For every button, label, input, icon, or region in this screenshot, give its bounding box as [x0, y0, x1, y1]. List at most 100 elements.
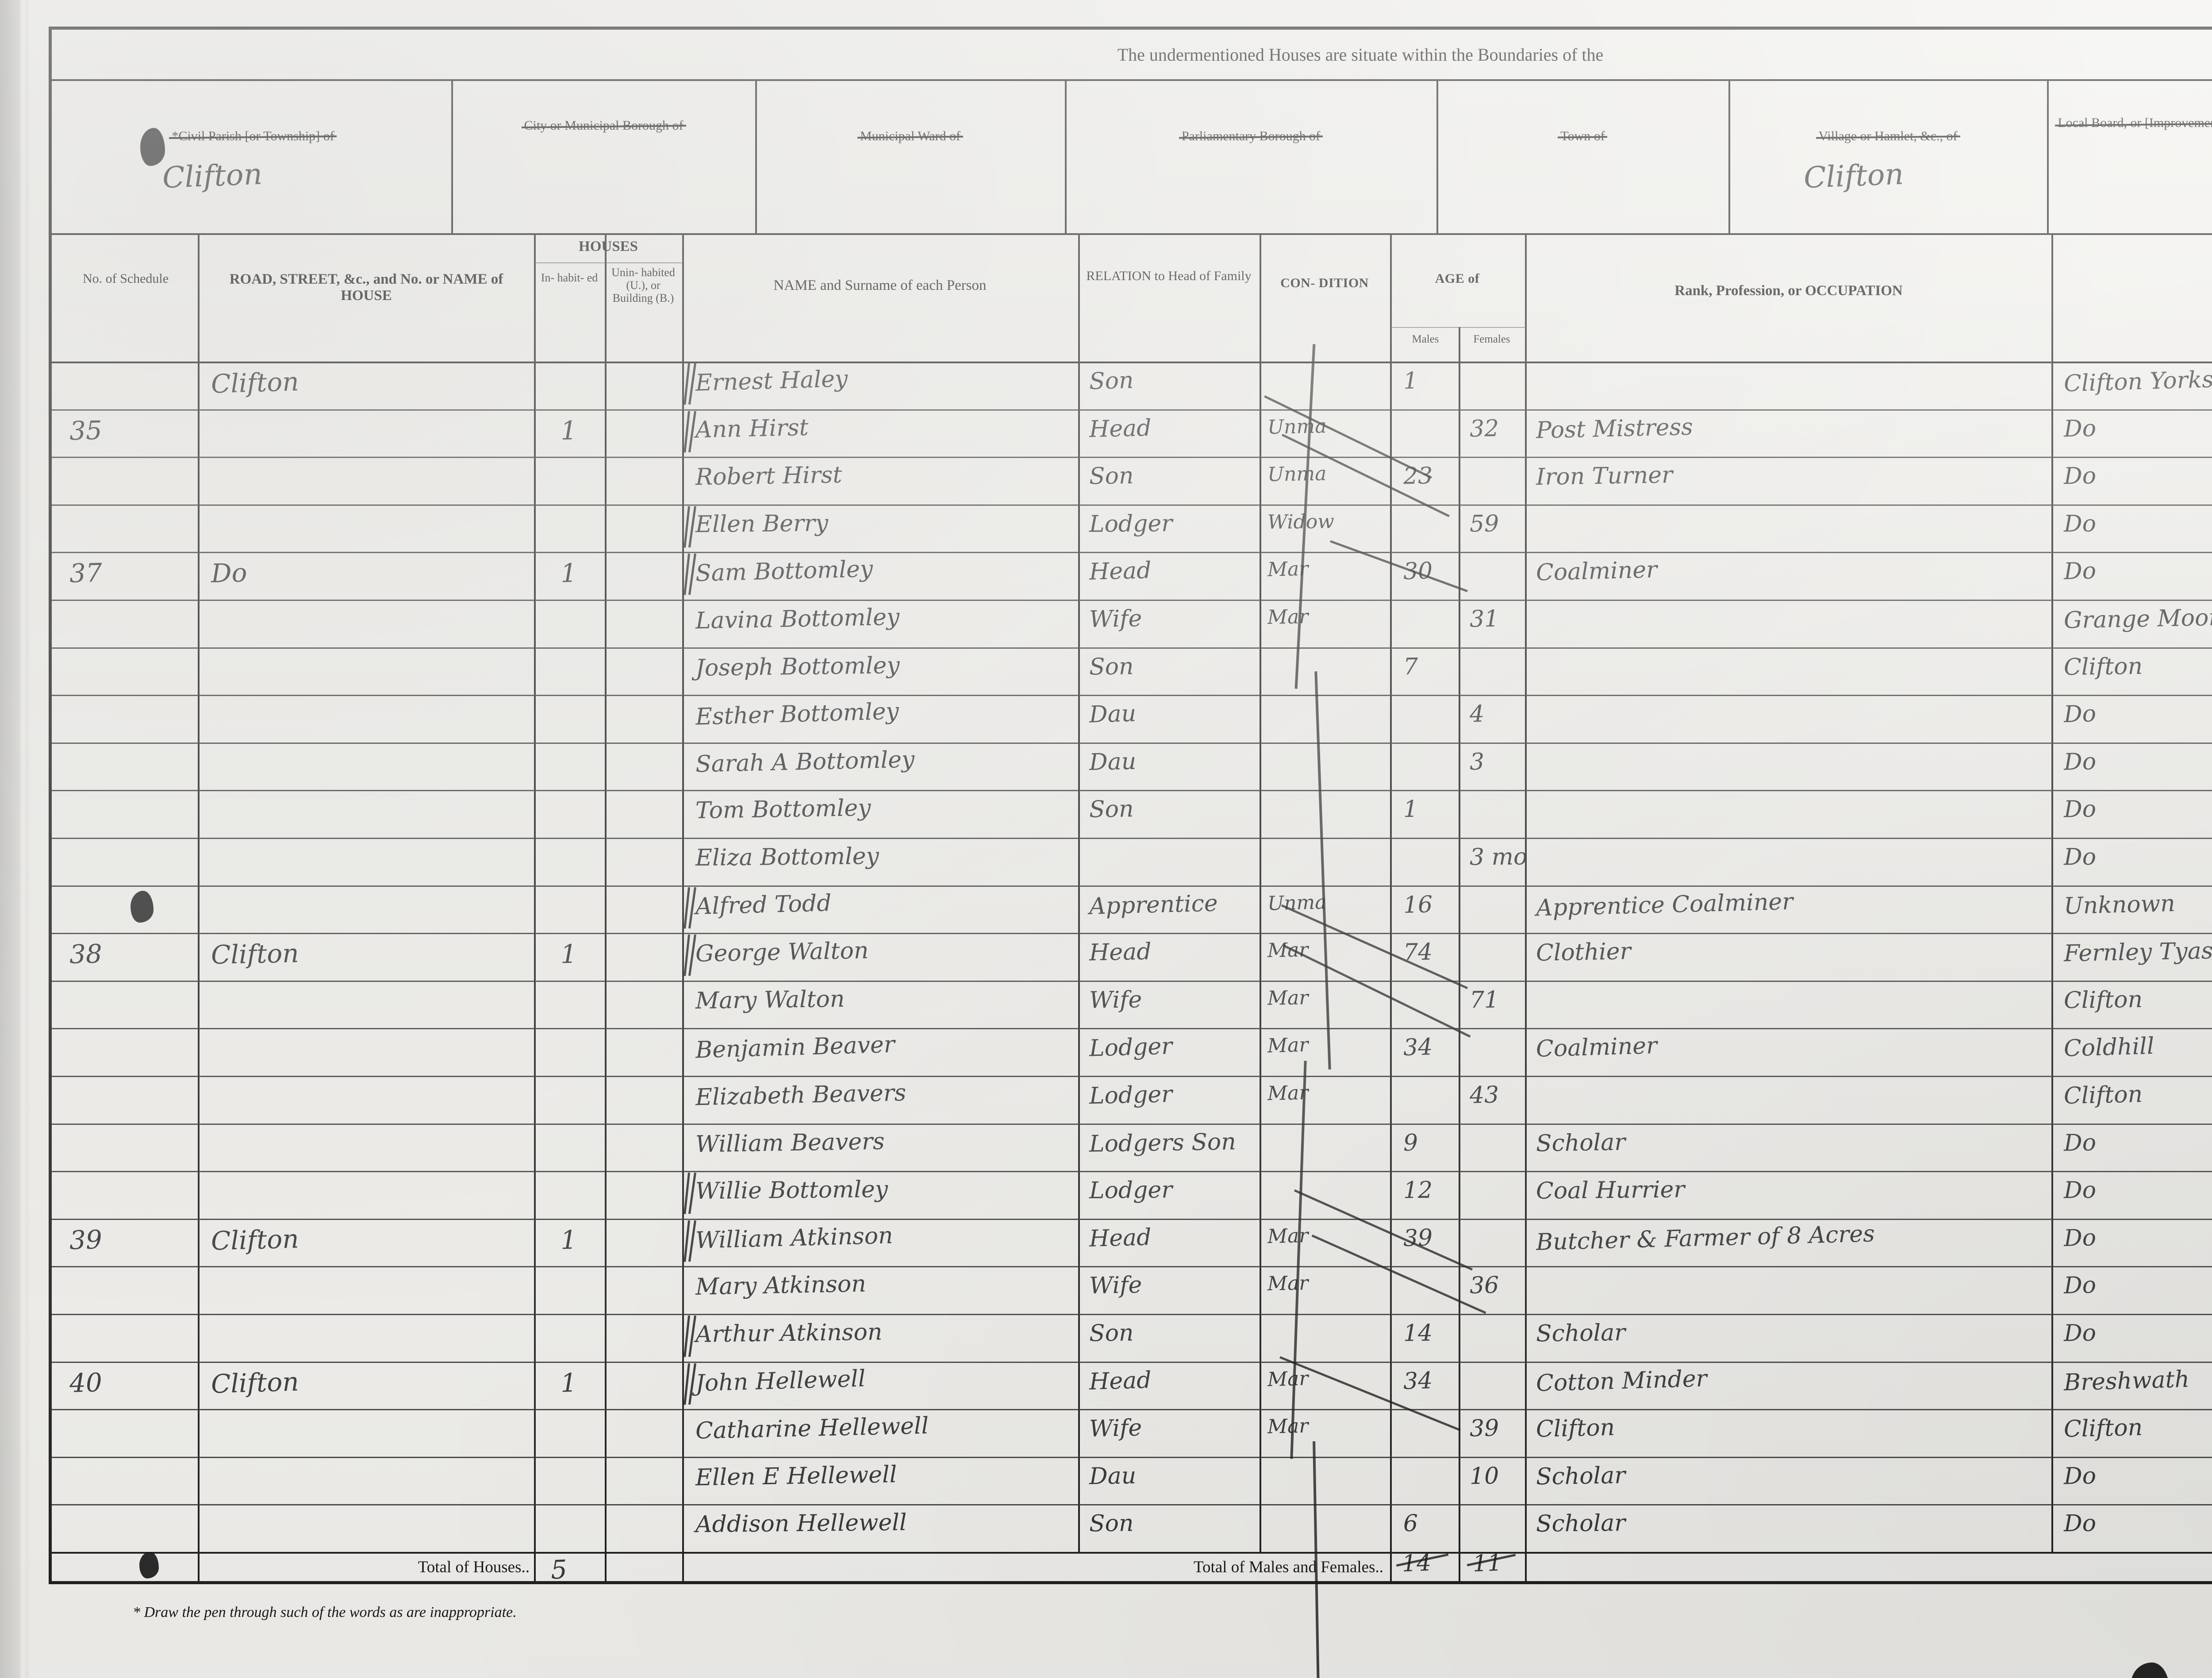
cell-female: 4: [1469, 700, 1485, 728]
cell-relation: Lodgers Son: [1089, 1128, 1237, 1158]
ink-blot-totals: [139, 1552, 159, 1578]
row-separator: [52, 1076, 2212, 1077]
boundary-label-village-hamlet: Village or Hamlet, &c., of: [1818, 129, 1958, 143]
header-occupation: Rank, Profession, or OCCUPATION: [1674, 283, 1903, 299]
row-separator: [52, 600, 2212, 601]
cell-male: 34: [1403, 1034, 1433, 1061]
cell-relation: Apprentice: [1089, 890, 1218, 920]
totals-persons-label: Total of Males and Females..: [1194, 1558, 1383, 1576]
cell-occupation: Coal Hurrier: [1536, 1176, 1685, 1205]
row-separator: [52, 981, 2212, 982]
cell-relation: Dau: [1089, 748, 1137, 776]
cell-occupation: Cotton Minder: [1536, 1365, 1708, 1397]
cell-born_place: Do: [2063, 1177, 2097, 1204]
cell-born_place: Do: [2063, 1224, 2097, 1252]
row-separator: [52, 1171, 2212, 1172]
cell-relation: Lodger: [1089, 1033, 1173, 1062]
boundary-label-municipal-borough: City or Municipal Borough of: [524, 118, 684, 133]
cell-name: William Atkinson: [695, 1222, 894, 1254]
row-separator: [52, 1457, 2212, 1458]
cell-relation: Head: [1089, 1224, 1152, 1252]
cell-road: Clifton: [211, 1366, 300, 1399]
header-name: NAME and Surname of each Person: [773, 277, 987, 293]
cell-born_place: Coldhill: [2063, 1033, 2155, 1062]
cell-female: 43: [1469, 1081, 1499, 1109]
cell-schedule: 40: [69, 1367, 103, 1399]
cell-name: Alfred Todd: [695, 890, 832, 920]
cell-name: Esther Bottomley: [695, 698, 899, 731]
cell-born_place: Do: [2063, 415, 2097, 443]
cell-name: Ellen E Hellewell: [695, 1461, 897, 1491]
cell-name: Arthur Atkinson: [695, 1319, 883, 1348]
cell-male: 12: [1403, 1177, 1433, 1204]
cell-name: Willie Bottomley: [695, 1176, 888, 1205]
cell-occupation: Clothier: [1536, 938, 1631, 967]
cell-female: 31: [1469, 605, 1499, 633]
cell-schedule: 35: [69, 415, 103, 446]
cell-occupation: Scholar: [1536, 1462, 1626, 1490]
cell-relation: Head: [1089, 1367, 1152, 1395]
cell-schedule: 39: [69, 1224, 103, 1255]
cell-male: 7: [1403, 653, 1418, 681]
cell-name: Joseph Bottomley: [695, 652, 900, 681]
row-separator: [52, 1028, 2212, 1029]
cell-born_place: Clifton Yorkshire: [2063, 365, 2212, 397]
cell-condition: Mar: [1267, 605, 1309, 629]
cell-female: 32: [1469, 415, 1499, 443]
cell-name: Tom Bottomley: [695, 794, 871, 824]
cell-name: Lavina Bottomley: [695, 604, 900, 635]
cell-name: Mary Atkinson: [695, 1270, 867, 1301]
cell-female: 3 mo: [1469, 843, 1528, 871]
header-houses-uninhabited: Unin- habited (U.), or Building (B.): [611, 266, 675, 305]
cell-born_place: Do: [2063, 462, 2097, 490]
cell-male: 34: [1403, 1367, 1433, 1395]
header-schedule: No. of Schedule: [82, 271, 169, 286]
cell-relation: Son: [1089, 653, 1134, 681]
cell-relation: Lodger: [1089, 1081, 1173, 1110]
cell-relation: Son: [1089, 796, 1134, 823]
cell-born_place: Grange Moor: [2063, 604, 2212, 634]
cell-relation: Dau: [1089, 1462, 1137, 1490]
cell-female: 39: [1469, 1415, 1499, 1442]
cell-schedule: 38: [69, 939, 103, 970]
cell-relation: Head: [1089, 938, 1152, 966]
cell-occupation: Coalminer: [1536, 556, 1658, 586]
row-separator: [52, 647, 2212, 649]
cell-born_place: Do: [2063, 1462, 2097, 1490]
row-separator: [52, 457, 2212, 458]
header-houses-inhabited: In- habit- ed: [541, 271, 598, 284]
cell-occupation: Scholar: [1536, 1319, 1626, 1347]
cell-born_place: Do: [2063, 748, 2097, 776]
ink-blot-wherebron: [2131, 1663, 2169, 1678]
cell-relation: Dau: [1089, 700, 1137, 728]
header-age-males: Males: [1412, 333, 1439, 345]
cell-name: Sarah A Bottomley: [695, 746, 915, 778]
cell-inhabited: 1: [560, 1367, 577, 1398]
cell-born_place: Clifton: [2063, 1081, 2143, 1109]
header-condition: CON- DITION: [1280, 276, 1369, 290]
cell-name: Ernest Haley: [695, 366, 849, 396]
cell-schedule: 37: [69, 558, 103, 589]
row-separator: [52, 1219, 2212, 1220]
banner-row: The undermentioned Houses are situate wi…: [52, 30, 2212, 79]
boundary-label-town: Town of: [1560, 129, 1605, 143]
cell-born_place: Do: [2063, 558, 2097, 585]
row-separator: [52, 695, 2212, 696]
cell-road: Clifton: [211, 1224, 300, 1256]
cell-born_place: Clifton: [2063, 653, 2143, 681]
row-separator: [52, 1362, 2212, 1363]
cell-name: John Hellewell: [695, 1365, 866, 1397]
row-separator: [52, 790, 2212, 791]
cell-condition: Mar: [1267, 1224, 1309, 1248]
cell-name: Eliza Bottomley: [695, 843, 879, 872]
row-separator: [52, 885, 2212, 887]
boundary-label-local-board: Local Board, or [Improvement Commissione…: [2051, 115, 2212, 131]
cell-occupation: Scholar: [1536, 1129, 1626, 1157]
cell-male: 1: [1403, 796, 1418, 823]
cell-occupation: Scholar: [1536, 1510, 1626, 1537]
cell-relation: Wife: [1089, 605, 1142, 633]
ink-blot-parish: [140, 128, 165, 166]
boundary-label-civil-parish: *Civil Parish [or Township] of: [172, 129, 334, 143]
cell-male: 1: [1403, 367, 1418, 395]
row-separator: [52, 838, 2212, 839]
